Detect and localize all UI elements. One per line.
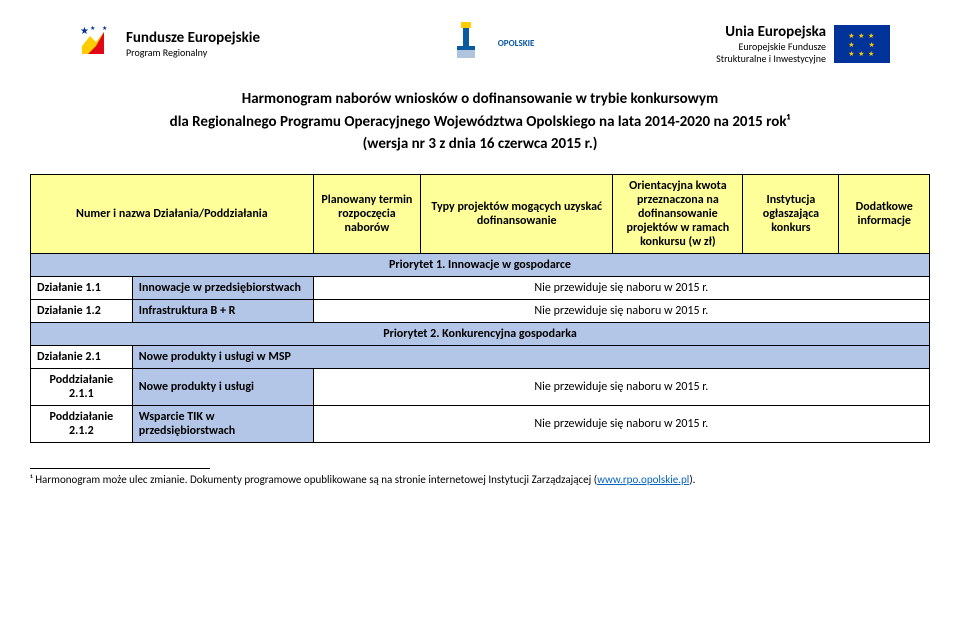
row-2-val: Nie przewiduje się naboru w 2015 r. <box>313 299 929 322</box>
row-3-name: Nowe produkty i usługi w MSP <box>132 345 929 368</box>
table-row: Działanie 1.2 Infrastruktura B + R Nie p… <box>31 299 930 322</box>
logo-left: ★ ★ ★ Fundusze Europejskie Program Regio… <box>70 20 260 68</box>
row-2-name: Infrastruktura B + R <box>132 299 313 322</box>
logo-right: Unia Europejska Europejskie Fundusze Str… <box>716 23 890 65</box>
table-row: Poddziałanie 2.1.1 Nowe produkty i usług… <box>31 368 930 405</box>
schedule-table: Numer i nazwa Działania/Poddziałania Pla… <box>30 174 930 443</box>
fe-logo-text: Fundusze Europejskie Program Regionalny <box>126 29 260 59</box>
fe-logo-icon: ★ ★ ★ <box>70 20 118 68</box>
eu-stars: ★ ★ ★★ ★★ ★ ★ <box>848 31 875 58</box>
header-col-5: Instytucja ogłaszająca konkurs <box>743 174 839 253</box>
row-1-val: Nie przewiduje się naboru w 2015 r. <box>313 276 929 299</box>
row-1-name: Innowacje w przedsiębiorstwach <box>132 276 313 299</box>
logo-center: OPOLSKIE <box>442 20 535 68</box>
table-row: Poddziałanie 2.1.2 Wsparcie TIK w przeds… <box>31 405 930 442</box>
section-2-label: Priorytet 2. Konkurencyjna gospodarka <box>31 322 930 345</box>
row-1-num: Działanie 1.1 <box>31 276 133 299</box>
svg-text:★: ★ <box>80 24 89 37</box>
eu-title: Unia Europejska <box>716 23 826 41</box>
section-1-label: Priorytet 1. Innowacje w gospodarce <box>31 253 930 276</box>
footnote-rule <box>30 468 210 469</box>
section-row-1: Priorytet 1. Innowacje w gospodarce <box>31 253 930 276</box>
title-line-1: Harmonogram naborów wniosków o dofinanso… <box>30 88 930 111</box>
header-col-0: Numer i nazwa Działania/Poddziałania <box>31 174 314 253</box>
section-row-2: Priorytet 2. Konkurencyjna gospodarka <box>31 322 930 345</box>
table-row: Działanie 1.1 Innowacje w przedsiębiorst… <box>31 276 930 299</box>
footnote-text: ¹ Harmonogram może ulec zmianie. Dokumen… <box>30 473 930 486</box>
header-col-2: Planowany termin rozpoczęcia naborów <box>313 174 420 253</box>
table-row: Działanie 2.1 Nowe produkty i usługi w M… <box>31 345 930 368</box>
row-4-name: Nowe produkty i usługi <box>132 368 313 405</box>
header-col-4: Orientacyjna kwota przeznaczona na dofin… <box>613 174 743 253</box>
opolskie-icon <box>442 20 490 68</box>
header-col-6: Dodatkowe informacje <box>839 174 930 253</box>
header-col-3: Typy projektów mogących uzyskać dofinans… <box>421 174 613 253</box>
footnote-suffix: ). <box>689 473 695 486</box>
row-2-num: Działanie 1.2 <box>31 299 133 322</box>
title-line-3: (wersja nr 3 z dnia 16 czerwca 2015 r.) <box>30 133 930 156</box>
row-5-num: Poddziałanie 2.1.2 <box>31 405 133 442</box>
document-title: Harmonogram naborów wniosków o dofinanso… <box>30 88 930 156</box>
title-line-2: dla Regionalnego Programu Operacyjnego W… <box>30 111 930 134</box>
table-header-row: Numer i nazwa Działania/Poddziałania Pla… <box>31 174 930 253</box>
footnote-prefix: ¹ Harmonogram może ulec zmianie. Dokumen… <box>30 473 597 486</box>
row-5-name: Wsparcie TIK w przedsiębiorstwach <box>132 405 313 442</box>
logo-bar: ★ ★ ★ Fundusze Europejskie Program Regio… <box>30 20 930 68</box>
eu-line2: Strukturalne i Inwestycyjne <box>716 53 826 65</box>
eu-text: Unia Europejska Europejskie Fundusze Str… <box>716 23 826 65</box>
svg-text:★: ★ <box>90 24 95 32</box>
footnote-link[interactable]: www.rpo.opolskie.pl <box>597 473 689 486</box>
fe-title: Fundusze Europejskie <box>126 29 260 47</box>
fe-sub: Program Regionalny <box>126 47 260 59</box>
row-3-num: Działanie 2.1 <box>31 345 133 368</box>
opolskie-label: OPOLSKIE <box>498 39 535 50</box>
row-4-num: Poddziałanie 2.1.1 <box>31 368 133 405</box>
opolskie-text: OPOLSKIE <box>498 39 535 50</box>
row-4-val: Nie przewiduje się naboru w 2015 r. <box>313 368 929 405</box>
eu-flag-icon: ★ ★ ★★ ★★ ★ ★ <box>834 25 890 63</box>
row-5-val: Nie przewiduje się naboru w 2015 r. <box>313 405 929 442</box>
svg-text:★: ★ <box>102 24 107 32</box>
